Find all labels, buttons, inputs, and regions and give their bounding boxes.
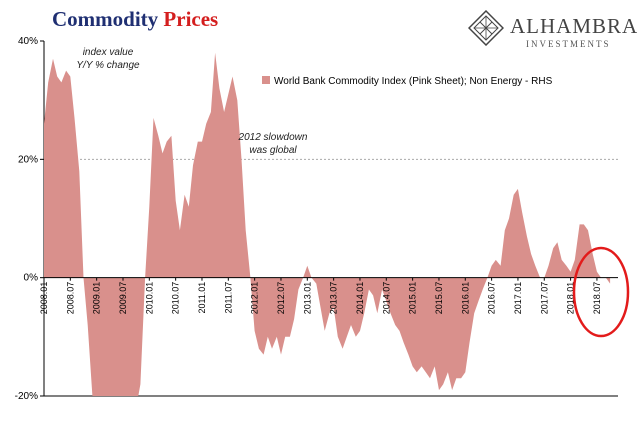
y-tick-label: -20% [15,391,38,402]
x-tick-label: 2017.07 [539,282,549,315]
x-tick-label: 2011.07 [223,282,233,314]
x-tick-label: 2014.01 [355,282,365,315]
x-tick-label: 2011.01 [197,282,207,314]
x-tick-label: 2017.01 [513,282,523,315]
title-word-2: Prices [163,7,219,31]
x-tick-label: 2015.01 [408,282,418,315]
series-area [44,52,611,396]
x-tick-label: 2016.07 [487,282,497,315]
x-tick-label: 2009.07 [118,282,128,315]
y-tick-label: 20% [18,154,38,165]
alhambra-logo: ALHAMBRA INVESTMENTS [468,8,639,52]
x-tick-label: 2016.01 [460,282,470,315]
x-tick-label: 2010.01 [144,282,154,315]
x-tick-label: 2013.01 [302,282,312,315]
x-tick-label: 2010.07 [171,282,181,315]
annotation-index-line-2: Y/Y % change [76,60,140,71]
lattice-diamond-icon [468,10,504,46]
annotation-slowdown-line-1: 2012 slowdown [238,132,308,143]
title-word-1: Commodity [52,7,159,31]
y-tick-label: 40% [18,36,38,47]
x-tick-label: 2018.07 [592,282,602,315]
logo-subtitle: INVESTMENTS [526,39,611,49]
x-tick-label: 2012.01 [250,282,260,315]
x-tick-label: 2008.01 [39,282,49,315]
x-tick-label: 2008.07 [65,282,75,315]
annotation-slowdown-line-2: was global [249,145,297,156]
x-tick-label: 2015.07 [434,282,444,315]
x-tick-label: 2012.07 [276,282,286,315]
legend-swatch [262,76,270,84]
x-tick-label: 2009.01 [92,282,102,315]
x-tick-label: 2018.01 [566,282,576,315]
page-title: Commodity Prices [52,7,218,32]
highlight-circle [572,246,630,338]
y-tick-label: 0% [24,273,39,284]
annotation-index-line-1: index value [83,47,134,58]
logo-name: ALHAMBRA [510,14,639,38]
x-tick-label: 2014.07 [381,282,391,315]
x-tick-label: 2013.07 [329,282,339,315]
legend-label: World Bank Commodity Index (Pink Sheet);… [274,76,553,87]
